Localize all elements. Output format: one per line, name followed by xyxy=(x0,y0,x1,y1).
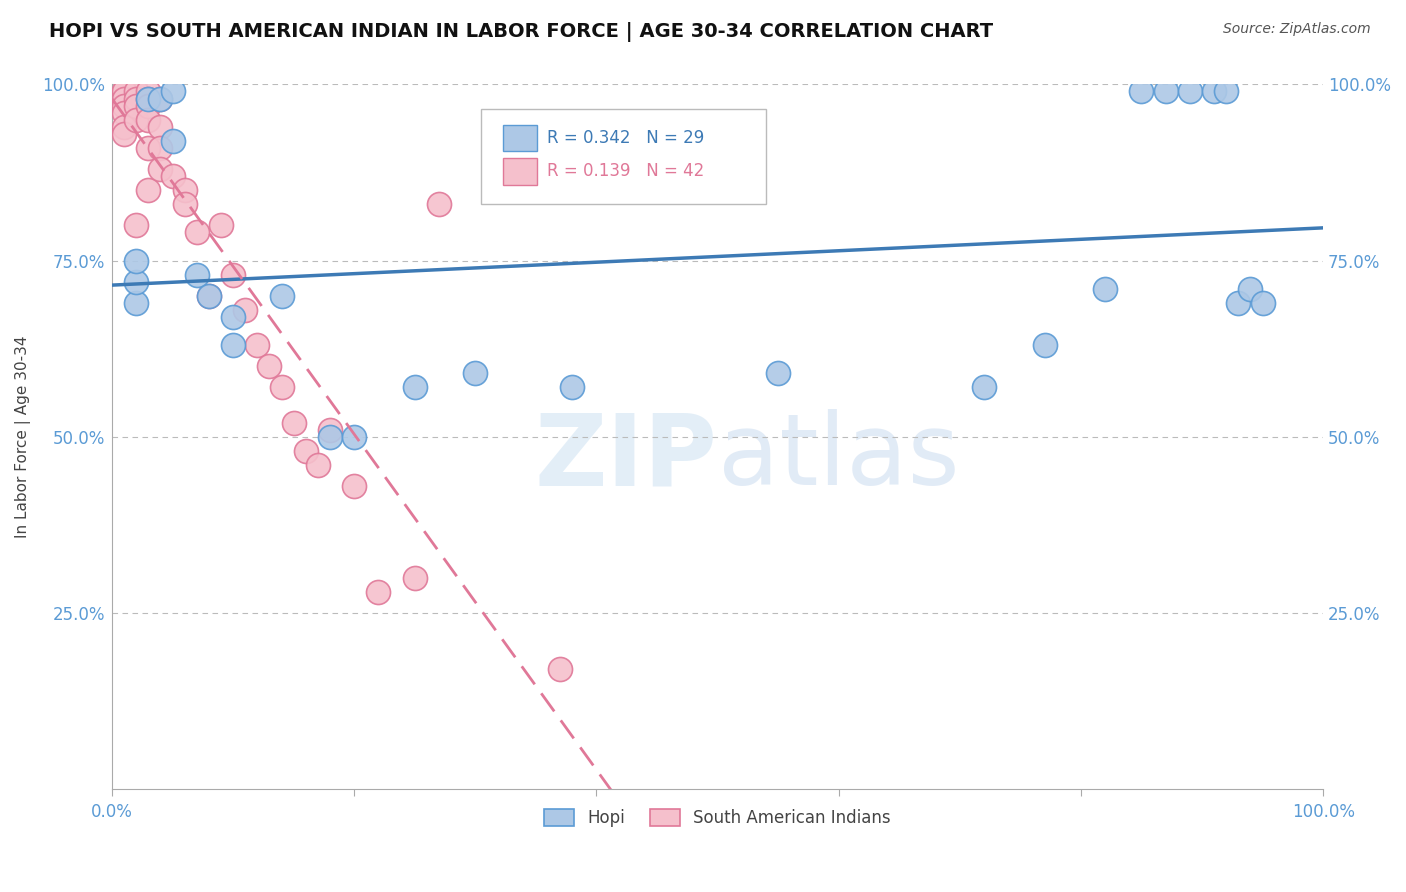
Point xyxy=(343,430,366,444)
Point xyxy=(222,338,245,352)
Point xyxy=(209,219,232,233)
Point xyxy=(343,479,366,493)
Point xyxy=(138,183,160,197)
Point xyxy=(125,85,148,99)
Point xyxy=(125,91,148,105)
Point xyxy=(125,275,148,289)
Point xyxy=(112,98,135,112)
Point xyxy=(973,380,995,394)
Point xyxy=(125,219,148,233)
Point xyxy=(173,197,195,211)
Point xyxy=(319,430,342,444)
Point xyxy=(766,367,789,381)
Point xyxy=(1094,282,1116,296)
Point xyxy=(198,289,221,303)
Point xyxy=(112,105,135,120)
Point xyxy=(548,662,571,676)
Point xyxy=(138,85,160,99)
Point xyxy=(125,296,148,310)
Point xyxy=(162,134,184,148)
Point xyxy=(149,141,172,155)
Point xyxy=(1227,296,1250,310)
Point xyxy=(1239,282,1261,296)
Point xyxy=(112,85,135,99)
Point xyxy=(1178,85,1201,99)
Point xyxy=(149,120,172,134)
Legend: Hopi, South American Indians: Hopi, South American Indians xyxy=(537,802,898,834)
Point xyxy=(1251,296,1274,310)
Point xyxy=(138,98,160,112)
Point xyxy=(307,458,329,472)
Point xyxy=(295,444,318,458)
Point xyxy=(404,380,426,394)
Point xyxy=(149,161,172,176)
Point xyxy=(112,85,135,99)
Point xyxy=(173,183,195,197)
Point xyxy=(427,197,450,211)
Point xyxy=(138,141,160,155)
Point xyxy=(1215,85,1237,99)
Text: HOPI VS SOUTH AMERICAN INDIAN IN LABOR FORCE | AGE 30-34 CORRELATION CHART: HOPI VS SOUTH AMERICAN INDIAN IN LABOR F… xyxy=(49,22,993,42)
Point xyxy=(246,338,269,352)
Point xyxy=(1130,85,1153,99)
Point xyxy=(270,289,292,303)
Point xyxy=(138,91,160,105)
Point xyxy=(112,120,135,134)
Text: R = 0.342   N = 29: R = 0.342 N = 29 xyxy=(547,129,704,147)
Point xyxy=(125,98,148,112)
FancyBboxPatch shape xyxy=(503,125,537,152)
Point xyxy=(149,91,172,105)
Text: ZIP: ZIP xyxy=(534,409,717,507)
Point xyxy=(222,268,245,282)
Point xyxy=(186,226,208,240)
Point xyxy=(259,359,281,374)
Point xyxy=(367,585,389,599)
Point xyxy=(464,367,486,381)
Point xyxy=(198,289,221,303)
Point xyxy=(1204,85,1226,99)
Y-axis label: In Labor Force | Age 30-34: In Labor Force | Age 30-34 xyxy=(15,335,31,538)
Text: atlas: atlas xyxy=(717,409,959,507)
Point xyxy=(125,253,148,268)
Point xyxy=(561,380,583,394)
FancyBboxPatch shape xyxy=(503,158,537,185)
Point xyxy=(283,416,305,430)
Point xyxy=(233,302,256,317)
Point xyxy=(1033,338,1056,352)
Point xyxy=(162,169,184,183)
Point xyxy=(112,91,135,105)
Point xyxy=(138,112,160,127)
Point xyxy=(1154,85,1177,99)
Point xyxy=(319,423,342,437)
FancyBboxPatch shape xyxy=(481,109,766,204)
Point xyxy=(404,571,426,585)
Point xyxy=(112,127,135,141)
Point xyxy=(162,85,184,99)
Point xyxy=(138,91,160,105)
Text: Source: ZipAtlas.com: Source: ZipAtlas.com xyxy=(1223,22,1371,37)
Point xyxy=(149,91,172,105)
Point xyxy=(186,268,208,282)
Point xyxy=(125,112,148,127)
Point xyxy=(270,380,292,394)
Point xyxy=(222,310,245,324)
Text: R = 0.139   N = 42: R = 0.139 N = 42 xyxy=(547,162,704,180)
